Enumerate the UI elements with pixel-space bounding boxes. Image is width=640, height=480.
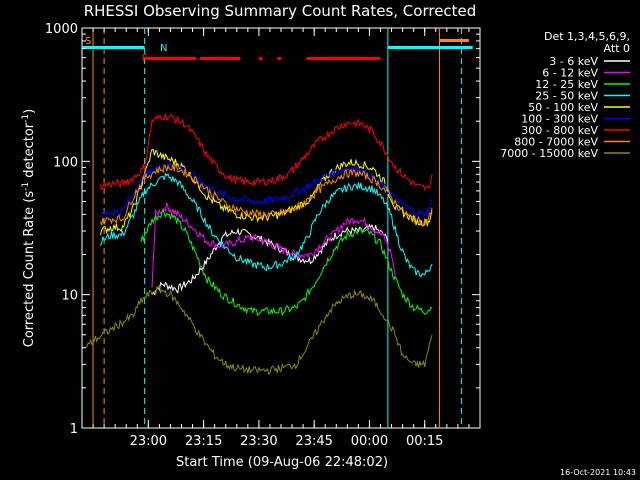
legend-header-line2: Att 0	[604, 42, 630, 55]
series-line-1	[151, 202, 396, 288]
legend-label-1: 6 - 12 keV	[542, 67, 598, 80]
series-line-5	[100, 159, 433, 218]
legend-label-0: 3 - 6 keV	[549, 55, 598, 68]
axes-group: 1 10 100 1000 23:00 23:15 23:30 23:45 00:00 00:15	[45, 22, 481, 449]
y-tick-label-1: 10	[61, 289, 78, 304]
flare-bar-0	[144, 57, 197, 60]
x-tick-label-3: 23:45	[295, 434, 332, 449]
y-tick-label-3: 1000	[45, 22, 78, 37]
x-tick-label-1: 23:15	[185, 434, 222, 449]
x-tick-label-2: 23:30	[240, 434, 277, 449]
night-label: N	[160, 43, 167, 54]
y-tick-label-2: 100	[53, 155, 78, 170]
series-line-8	[85, 285, 433, 375]
night-bar-0	[82, 46, 145, 49]
footer-timestamp: 16-Oct-2021 10:43	[560, 468, 636, 477]
legend-label-7: 800 - 7000 keV	[514, 136, 598, 149]
saa-bar-right	[439, 39, 469, 42]
night-bar-1	[387, 46, 473, 49]
legend-label-2: 12 - 25 keV	[535, 78, 598, 91]
series-line-7	[99, 163, 433, 227]
series-line-6	[99, 113, 433, 192]
y-axis-label-exp1: -1	[21, 182, 31, 191]
flare-bar-3	[277, 57, 281, 60]
saa-label: S	[85, 36, 91, 47]
y-tick-label-0: 1	[70, 422, 78, 437]
legend-label-4: 50 - 100 keV	[528, 101, 598, 114]
flare-bar-4	[306, 57, 381, 60]
y-axis-label: Corrected Count Rate (s-1 detector-1)	[21, 109, 37, 347]
legend-label-6: 300 - 800 keV	[521, 124, 598, 137]
vertical-markers	[92, 28, 463, 428]
x-tick-label-5: 00:15	[406, 434, 443, 449]
y-axis-label-mid: detector	[22, 122, 37, 182]
legend-header-line1: Det 1,3,4,5,6,9,	[544, 30, 630, 43]
flare-bar-1	[199, 57, 241, 60]
state-bars	[82, 39, 473, 60]
series-line-0	[151, 223, 389, 296]
legend-label-5: 100 - 300 keV	[521, 113, 598, 126]
series-group	[85, 113, 433, 375]
flare-label: F	[142, 53, 148, 64]
series-line-2	[140, 208, 433, 317]
x-axis-label: Start Time (09-Aug-06 22:48:02)	[176, 455, 388, 470]
legend-label-8: 7000 - 15000 keV	[500, 147, 598, 160]
y-axis-label-end: )	[22, 109, 37, 114]
y-axis-label-start: Corrected Count Rate (s	[22, 191, 37, 348]
legend-label-3: 25 - 50 keV	[535, 90, 598, 103]
flare-bar-2	[258, 57, 263, 60]
x-tick-label-4: 00:00	[351, 434, 388, 449]
x-tick-label-0: 23:00	[130, 434, 167, 449]
y-axis-label-exp2: -1	[21, 114, 31, 123]
series-line-3	[99, 172, 433, 278]
chart-title: RHESSI Observing Summary Count Rates, Co…	[84, 2, 477, 20]
